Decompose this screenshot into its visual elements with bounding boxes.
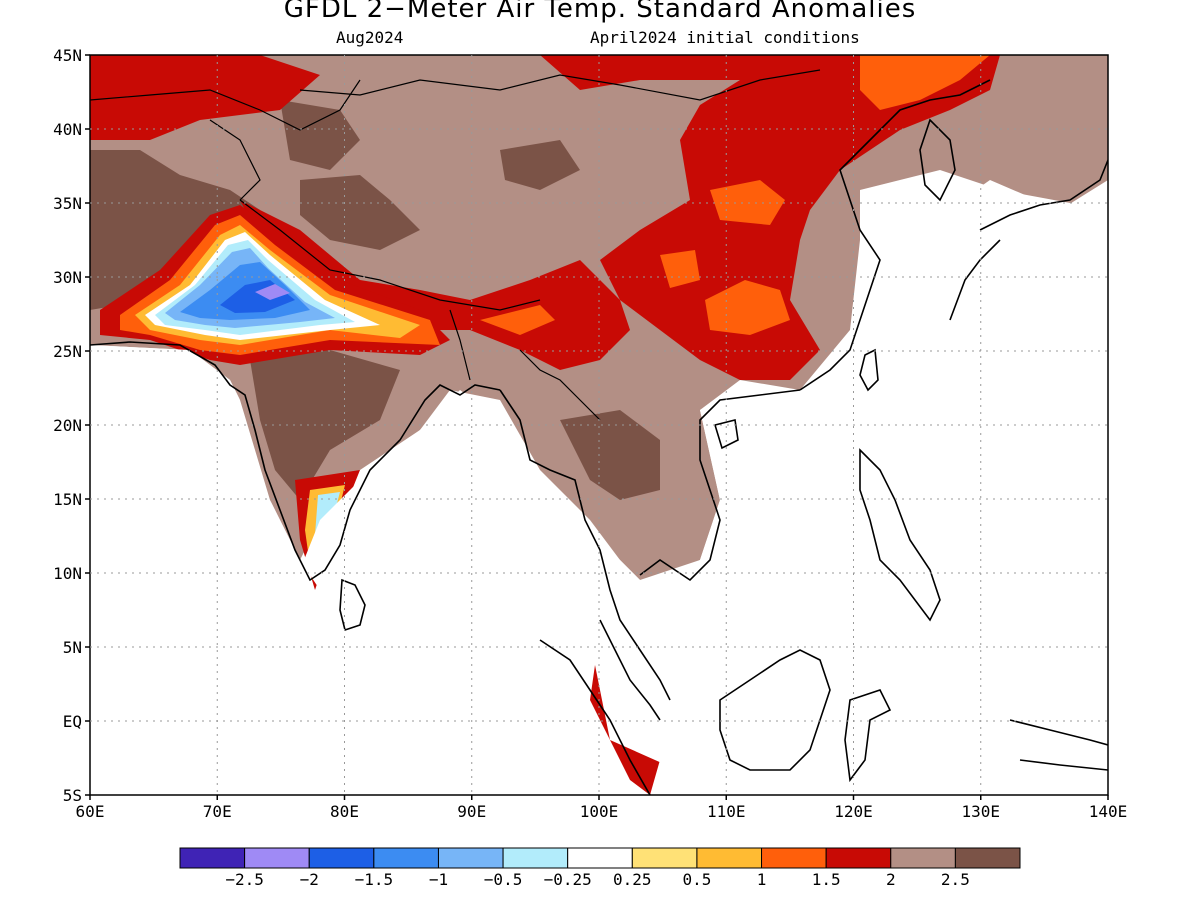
legend-label: −0.5 (484, 870, 523, 889)
legend-label: 0.5 (682, 870, 711, 889)
coastline-malaya (599, 619, 661, 721)
coastline-korea (919, 118, 956, 202)
legend-label: 1.5 (812, 870, 841, 889)
forecast-month-label: Aug2024 (336, 28, 404, 47)
coastline-japan (949, 159, 1108, 321)
lon-tick-label: 100E (580, 802, 619, 821)
lat-tick-label: EQ (63, 712, 82, 731)
legend-swatch (437, 847, 504, 869)
anomaly-region-darkbrown-tibet (300, 175, 420, 250)
lat-tick-label: 45N (53, 46, 82, 65)
anomaly-region-orange-himalaya (480, 305, 555, 335)
anomaly-region-darkbrown-north (280, 100, 360, 170)
legend-label: 1 (757, 870, 767, 889)
lat-tick-label: 20N (53, 416, 82, 435)
legend-label: 2.5 (941, 870, 970, 889)
legend-swatch (631, 847, 698, 869)
anomaly-region-red-north (90, 55, 320, 140)
lon-tick-label: 90E (457, 802, 486, 821)
lon-tick-label: 60E (76, 802, 105, 821)
anomaly-region-darkbrown-indochina (560, 410, 660, 500)
coastline-hainan (713, 419, 739, 450)
map-title: GFDL 2−Meter Air Temp. Standard Anomalie… (283, 0, 917, 24)
coastline-india (90, 341, 501, 582)
anomaly-region-japan-blank (860, 170, 1108, 400)
lat-tick-label: 25N (53, 342, 82, 361)
anomaly-region-orange-spot (660, 250, 700, 288)
legend-swatch (696, 847, 763, 869)
legend-swatch (567, 847, 633, 869)
lat-tick-label: 10N (53, 564, 82, 583)
coastline-china (799, 79, 991, 391)
legend-swatch (308, 847, 375, 869)
coastline-newguinea (1009, 719, 1108, 771)
anomaly-region-orange-ne (860, 55, 990, 110)
coastlines (90, 69, 1108, 795)
lon-tick-label: 120E (834, 802, 873, 821)
legend-swatch (244, 847, 310, 869)
legend-label: −0.25 (544, 870, 592, 889)
legend-label: −2 (300, 870, 319, 889)
lat-tick-label: 35N (53, 194, 82, 213)
legend-swatch (179, 847, 246, 869)
lat-tick-label: 40N (53, 120, 82, 139)
lat-tick-label: 30N (53, 268, 82, 287)
lon-tick-label: 80E (330, 802, 359, 821)
anomaly-region-darkbrown-india (250, 350, 400, 500)
anomaly-region-darkbrown-central (500, 140, 580, 190)
border-lines (90, 69, 821, 421)
legend-swatch (890, 847, 956, 869)
legend-label: −1 (429, 870, 448, 889)
color-legend: −2.5 −2 −1.5 −1 −0.5 −0.25 0.25 0.5 1 1.5 2 2.5 (179, 847, 1021, 889)
legend-label: −1.5 (355, 870, 394, 889)
lat-tick-label: 5S (63, 786, 82, 805)
anomaly-region-ocean-blank (90, 345, 1108, 795)
anomaly-field (90, 55, 1108, 795)
coastline-indochina (499, 389, 801, 701)
legend-label: 2 (886, 870, 896, 889)
lon-tick-label: 110E (707, 802, 746, 821)
coastline-philippines (859, 448, 941, 622)
anomaly-region-cold-purple (255, 284, 290, 300)
gridlines (90, 55, 1108, 795)
legend-swatch (825, 847, 892, 869)
coastline-taiwan (859, 348, 879, 392)
lon-tick-label: 140E (1089, 802, 1128, 821)
legend-swatch (502, 847, 569, 869)
coastline-sumatra (539, 639, 651, 795)
legend-swatch (761, 847, 827, 869)
coastline-sulawesi (844, 689, 892, 783)
lon-tick-label: 70E (203, 802, 232, 821)
axis-ticks (85, 54, 1109, 800)
legend-swatch (954, 847, 1021, 869)
coastline-srilanka (339, 578, 366, 632)
legend-swatch (373, 847, 439, 869)
legend-label: −2.5 (225, 870, 264, 889)
lat-tick-label: 15N (53, 490, 82, 509)
lon-tick-label: 130E (961, 802, 1000, 821)
anomaly-region-orange-central (710, 180, 785, 225)
coastline-borneo (719, 649, 831, 771)
initial-conditions-label: April2024 initial conditions (590, 28, 860, 47)
legend-label: 0.25 (613, 870, 652, 889)
lat-tick-label: 5N (63, 638, 82, 657)
